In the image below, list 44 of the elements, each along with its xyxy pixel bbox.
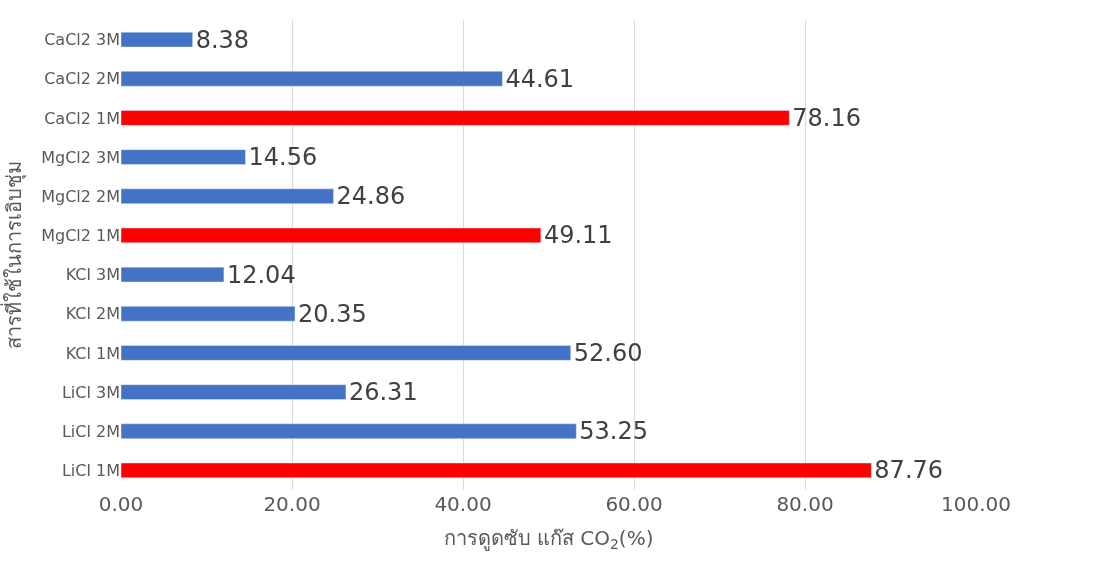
y-tick-label: KCl 1M — [65, 343, 120, 363]
bar — [121, 306, 296, 322]
data-label: 8.38 — [195, 25, 250, 54]
x-tick-label: 40.00 — [434, 492, 492, 516]
y-tick-label: LiCl 3M — [61, 382, 120, 402]
data-label: 44.61 — [505, 64, 575, 93]
x-tick-label: 100.00 — [941, 492, 1011, 516]
bar — [121, 31, 193, 48]
y-tick-label: MgCl2 1M — [41, 226, 120, 246]
y-tick-label: CaCl2 1M — [44, 108, 120, 128]
data-label: 53.25 — [579, 417, 649, 446]
y-tick-label: KCl 3M — [65, 265, 120, 285]
x-tick-label: 0.00 — [98, 492, 144, 516]
x-tick-label: 20.00 — [263, 492, 321, 516]
bar — [121, 71, 503, 87]
bar — [121, 110, 790, 126]
data-label: 14.56 — [248, 143, 318, 172]
data-label: 20.35 — [297, 299, 367, 328]
data-label: 52.60 — [573, 338, 643, 367]
y-tick-label: LiCl 2M — [61, 421, 120, 441]
y-tick-label: MgCl2 3M — [41, 147, 120, 167]
bar — [121, 423, 577, 439]
y-axis-title: สารที่ใช้ในการเอิบชุ่ม — [0, 161, 27, 349]
y-tick-label: MgCl2 2M — [41, 186, 120, 206]
x-axis-title: การดูดซับ แก๊ส CO$_{2}$(%) — [443, 525, 654, 552]
y-tick-label: LiCl 1M — [61, 461, 120, 481]
x-tick-label: 60.00 — [605, 492, 663, 516]
data-label: 87.76 — [874, 456, 944, 485]
data-label: 78.16 — [792, 103, 861, 132]
data-label: 12.04 — [226, 260, 296, 289]
bar — [121, 462, 872, 479]
y-tick-label: CaCl2 2M — [44, 69, 120, 89]
bar — [121, 188, 334, 204]
data-label: 26.31 — [348, 378, 418, 407]
bar — [121, 149, 246, 165]
y-tick-label: CaCl2 3M — [44, 30, 120, 50]
bar — [121, 345, 571, 361]
bar — [121, 266, 225, 283]
x-tick-label: 80.00 — [776, 492, 834, 516]
bar — [121, 227, 542, 244]
y-tick-label: KCl 2M — [65, 304, 120, 324]
data-label: 49.11 — [543, 221, 613, 250]
bar — [121, 384, 347, 400]
data-label: 24.86 — [336, 182, 406, 211]
